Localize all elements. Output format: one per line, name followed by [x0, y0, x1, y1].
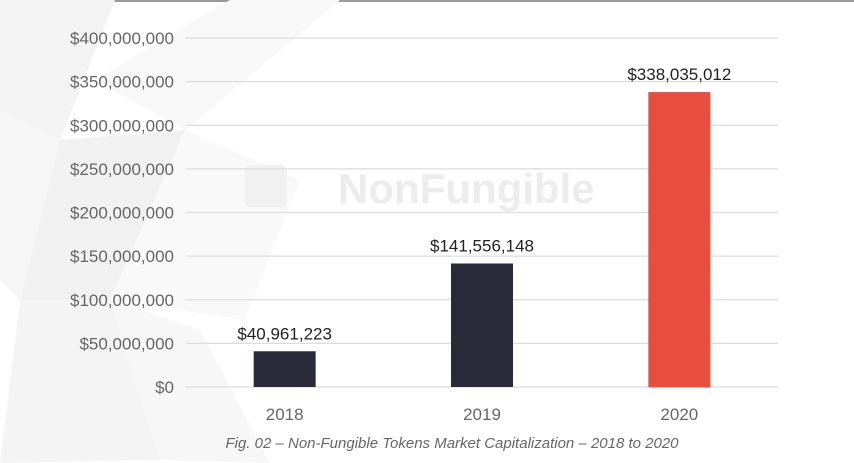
- x-tick-label: 2020: [660, 405, 698, 424]
- y-tick-label: $400,000,000: [70, 29, 174, 48]
- watermark: NonFungible: [245, 165, 595, 212]
- bar-2019: [451, 263, 513, 387]
- y-tick-label: $250,000,000: [70, 160, 174, 179]
- x-tick-label: 2018: [266, 405, 304, 424]
- x-tick-labels: 2018 2019 2020: [266, 405, 698, 424]
- data-label: $141,556,148: [430, 236, 534, 255]
- y-tick-labels: $0 $50,000,000 $100,000,000 $150,000,000 $20…: [70, 29, 174, 397]
- y-tick-label: $0: [155, 378, 174, 397]
- y-tick-label: $350,000,000: [70, 73, 174, 92]
- data-labels: $40,961,223 $141,556,148 $338,035,012: [237, 65, 731, 343]
- data-label: $40,961,223: [237, 324, 332, 343]
- bar-2020: [648, 92, 711, 387]
- top-border: [0, 0, 854, 2]
- watermark-text: NonFungible: [338, 165, 595, 212]
- y-tick-label: $100,000,000: [70, 291, 174, 310]
- data-label: $338,035,012: [627, 65, 731, 84]
- bar-2018: [253, 351, 316, 387]
- x-tick-label: 2019: [463, 405, 501, 424]
- bars: [253, 92, 711, 387]
- y-tick-label: $50,000,000: [79, 334, 174, 353]
- y-tick-label: $200,000,000: [70, 204, 174, 223]
- y-tick-label: $300,000,000: [70, 116, 174, 135]
- figure-caption: Fig. 02 – Non-Fungible Tokens Market Cap…: [225, 435, 679, 452]
- y-tick-label: $150,000,000: [70, 247, 174, 266]
